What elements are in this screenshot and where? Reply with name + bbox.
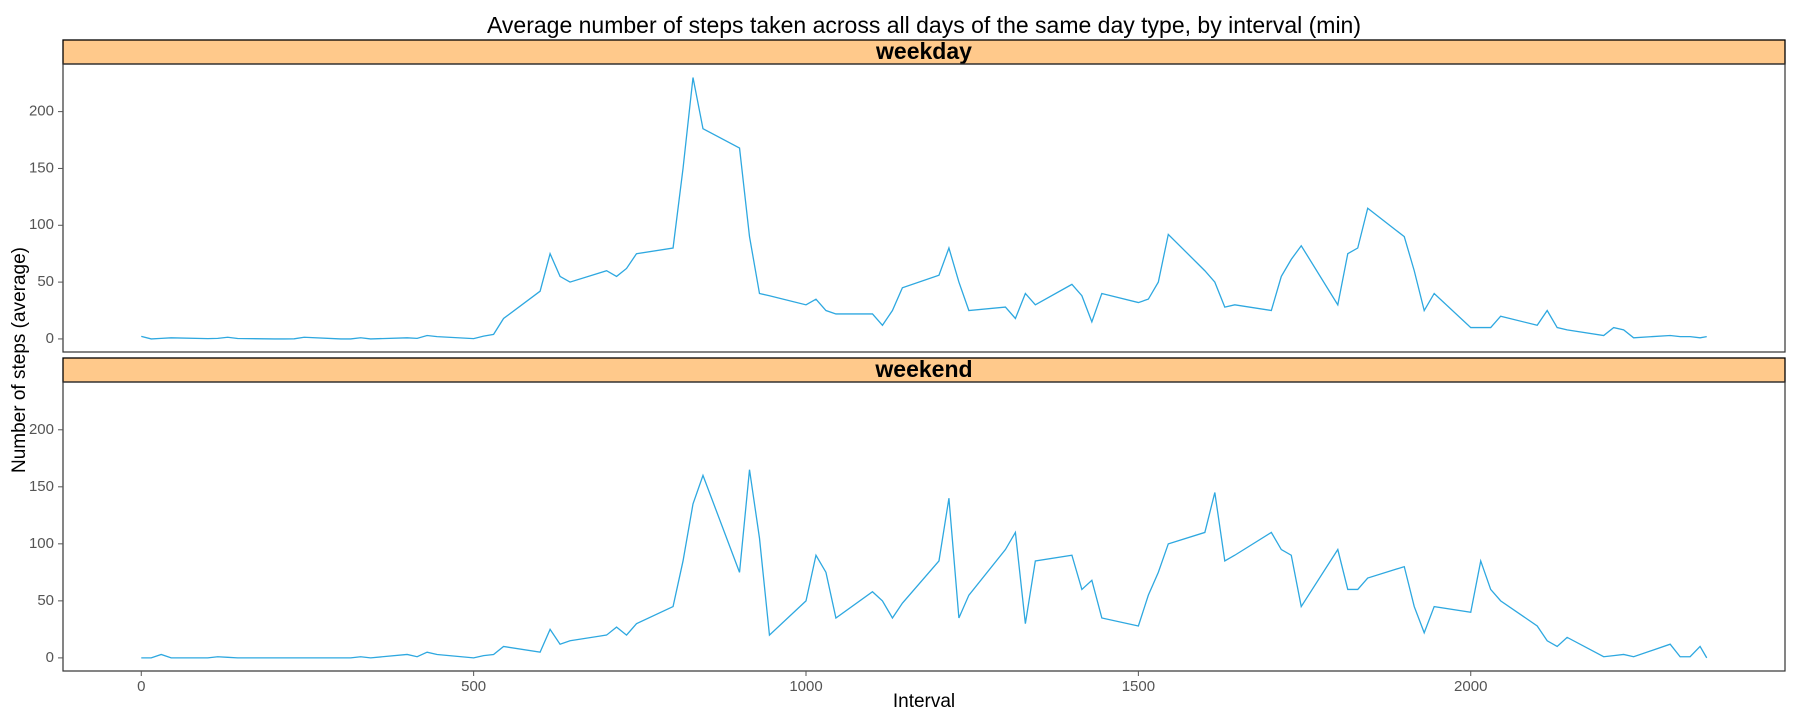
- y-tick-label: 100: [29, 535, 54, 552]
- y-axis-label: Number of steps (average): [9, 247, 30, 473]
- x-tick-label: 0: [137, 678, 145, 695]
- x-tick-label: 1000: [789, 678, 822, 695]
- y-tick-label: 150: [29, 478, 54, 495]
- y-tick-label: 0: [46, 649, 54, 666]
- facet-label: weekday: [875, 38, 972, 64]
- y-tick-label: 200: [29, 421, 54, 438]
- x-tick-label: 1500: [1122, 678, 1155, 695]
- panel-border: [62, 63, 1786, 353]
- data-line: [141, 77, 1707, 340]
- x-tick-label: 500: [461, 678, 486, 695]
- chart-title: Average number of steps taken across all…: [487, 12, 1361, 38]
- y-tick-label: 100: [29, 216, 54, 233]
- y-tick-label: 200: [29, 103, 54, 120]
- facet-strip: [62, 39, 1786, 65]
- panel-border: [62, 381, 1786, 672]
- y-tick-label: 50: [37, 273, 54, 290]
- y-tick-label: 150: [29, 159, 54, 176]
- data-line: [141, 469, 1708, 659]
- facet-label: weekend: [874, 356, 972, 382]
- y-tick-label: 50: [37, 592, 54, 609]
- y-tick-label: 0: [46, 330, 54, 347]
- x-axis-label: Interval: [893, 691, 955, 712]
- x-tick-label: 2000: [1454, 678, 1487, 695]
